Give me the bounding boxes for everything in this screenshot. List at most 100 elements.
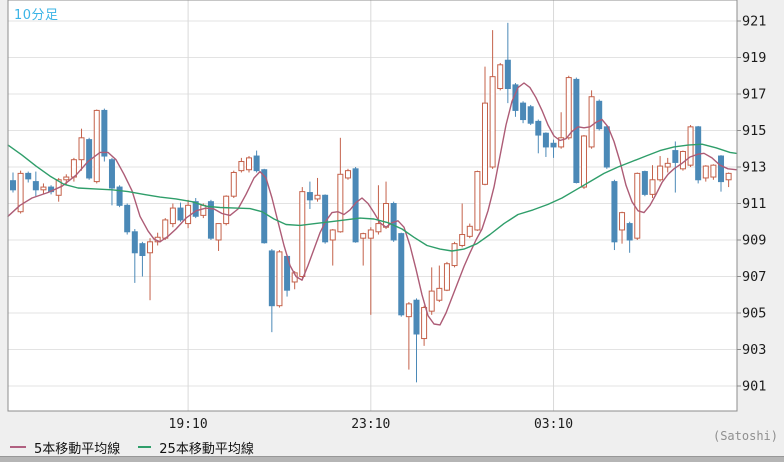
candle-body (596, 100, 603, 130)
candle-down (10, 172, 16, 193)
candle-up (238, 157, 245, 173)
candle-body (405, 303, 412, 318)
ma25-label: 25本移動平均線 (159, 441, 254, 457)
candle-up (17, 170, 24, 214)
candle-down (306, 181, 313, 209)
candle-up (725, 172, 732, 188)
candle-down (177, 202, 184, 222)
candle-up (489, 30, 496, 169)
candle-body (253, 155, 260, 172)
candle-down (268, 249, 275, 333)
candle-body (169, 207, 176, 225)
candle-body (657, 165, 664, 181)
candle-down (527, 104, 534, 126)
candle-down (398, 232, 405, 317)
candle-body (230, 171, 237, 197)
candle-body (565, 77, 572, 139)
candle-body (139, 243, 146, 257)
candle-body (679, 150, 686, 170)
candle-body (702, 165, 709, 179)
candle-down (131, 229, 138, 283)
candle-body (489, 76, 496, 168)
candle-body (626, 223, 633, 241)
y-axis-label: 901 (742, 379, 766, 395)
y-axis-label: 903 (742, 342, 766, 358)
interval-label: 10分足 (14, 8, 59, 23)
candle-body (718, 155, 725, 183)
candle-body (558, 137, 565, 148)
candle-body (101, 109, 108, 157)
y-axis-label: 919 (742, 50, 766, 66)
candlestick-chart[interactable]: 921 919 917 915 913 911 909 907 905 903 901 (0, 0, 784, 435)
candle-up (276, 250, 283, 308)
candle-up (482, 66, 489, 186)
candle-up (93, 109, 100, 184)
candle-down (504, 22, 511, 104)
candle-body (93, 109, 100, 183)
ma25-line (7, 143, 737, 252)
candle-down (718, 155, 725, 192)
unit-label: (Satoshi) (712, 429, 778, 443)
candle-up (459, 203, 466, 248)
candle-down (108, 157, 115, 206)
candle-up (649, 165, 656, 199)
candle-down (253, 150, 260, 173)
candle-body (124, 204, 131, 233)
candle-body (131, 231, 138, 254)
candle-down (611, 179, 618, 251)
candle-up (223, 195, 230, 226)
candle-body (40, 186, 47, 191)
candle-body (375, 223, 382, 233)
candle-up (367, 227, 374, 315)
candle-body (413, 299, 420, 335)
candle-body (162, 219, 169, 239)
candle-down (520, 101, 527, 124)
candle-up (360, 232, 367, 266)
candle-body (383, 203, 390, 228)
candle-body (116, 186, 123, 206)
candle-body (25, 172, 32, 180)
candle-down (101, 108, 108, 162)
candle-body (611, 181, 618, 243)
candle-up (580, 135, 587, 189)
legend: 5本移動平均線 25本移動平均線 (10, 438, 254, 457)
candle-body (443, 263, 450, 291)
candle-up (474, 170, 481, 231)
y-axis-label: 917 (742, 87, 766, 103)
candle-up (375, 185, 382, 235)
candle-up (565, 75, 572, 140)
candle-up (344, 168, 351, 180)
candle-up (230, 170, 237, 199)
candle-body (428, 290, 435, 312)
candle-body (207, 201, 214, 239)
candle-body (276, 251, 283, 307)
candle-body (344, 170, 351, 179)
candle-body (108, 159, 115, 189)
candle-down (596, 99, 603, 131)
candle-body (573, 78, 580, 184)
ma5-line (7, 82, 737, 326)
ma25-line-swatch (138, 446, 152, 448)
candle-body (725, 172, 732, 181)
legend-item-ma5: 5本移動平均線 (10, 438, 120, 457)
candle-body (421, 307, 428, 340)
candle-body (520, 102, 527, 121)
candle-down (124, 203, 131, 235)
legend-item-ma25: 25本移動平均線 (138, 438, 254, 457)
ma5-line-swatch (10, 446, 26, 448)
candle-body (360, 233, 367, 239)
candle-body (299, 191, 306, 277)
candle-down (261, 168, 268, 244)
candle-body (672, 150, 679, 163)
candle-body (261, 169, 268, 244)
candle-body (436, 287, 443, 301)
candle-up (588, 90, 595, 149)
candle-up (428, 267, 435, 315)
candle-up (664, 157, 671, 173)
candle-body (246, 157, 253, 171)
candle-down (603, 125, 610, 169)
candle-body (588, 96, 595, 148)
candle-body (192, 201, 199, 217)
candle-down (641, 170, 648, 197)
